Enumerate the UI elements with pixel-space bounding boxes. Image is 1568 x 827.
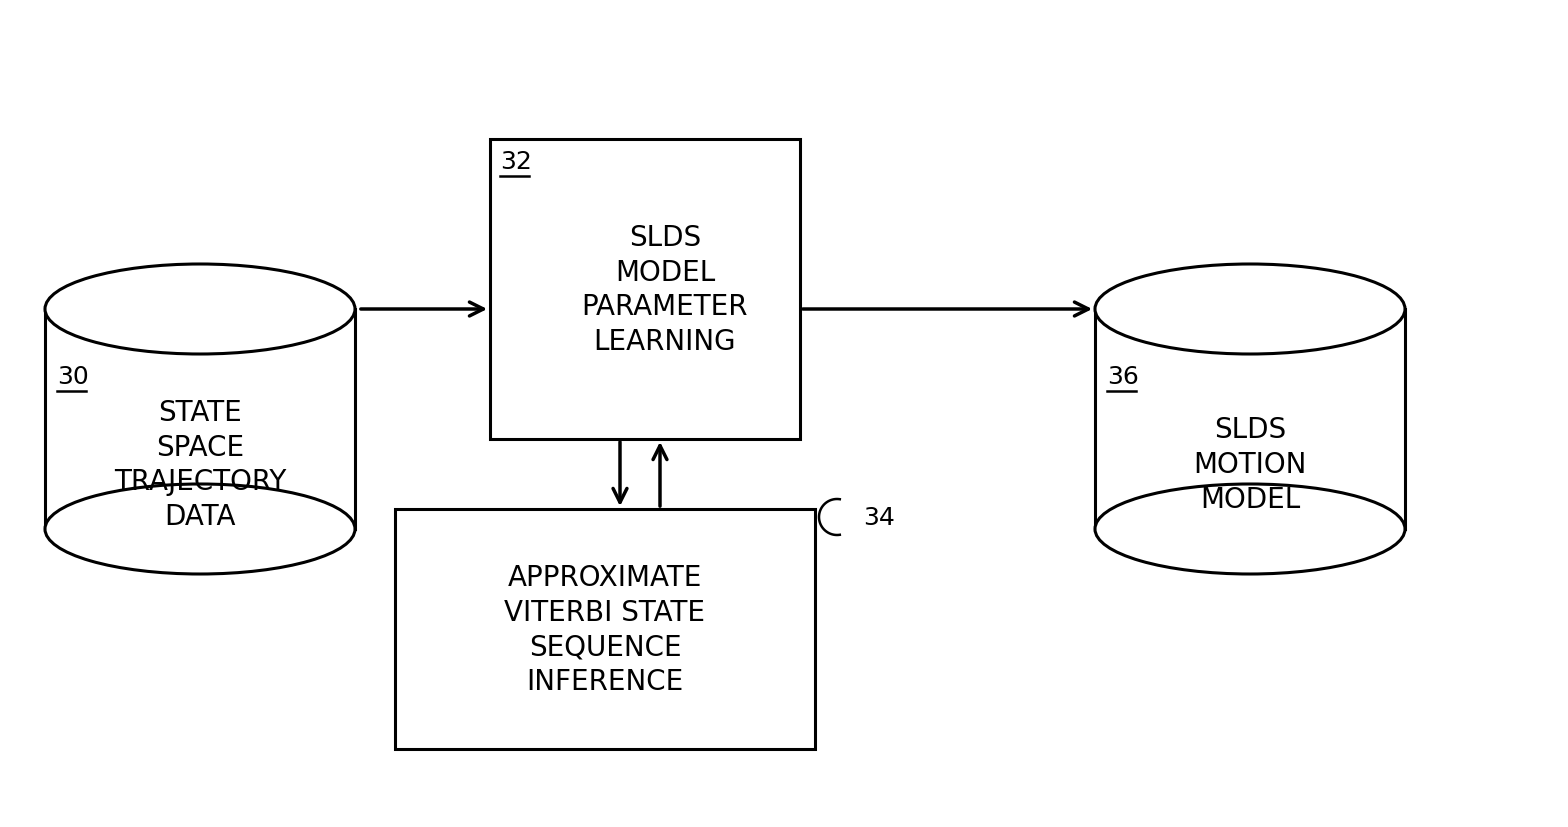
Text: 36: 36 <box>1107 365 1138 389</box>
Text: 34: 34 <box>862 505 895 529</box>
Text: 30: 30 <box>56 365 89 389</box>
Text: STATE
SPACE
TRAJECTORY
DATA: STATE SPACE TRAJECTORY DATA <box>114 399 287 530</box>
Ellipse shape <box>45 265 354 355</box>
Text: SLDS
MOTION
MODEL: SLDS MOTION MODEL <box>1193 416 1306 513</box>
Polygon shape <box>45 309 354 529</box>
Ellipse shape <box>1094 485 1405 574</box>
FancyBboxPatch shape <box>395 509 815 749</box>
Ellipse shape <box>1094 265 1405 355</box>
Polygon shape <box>1094 309 1405 529</box>
Text: SLDS
MODEL
PARAMETER
LEARNING: SLDS MODEL PARAMETER LEARNING <box>582 224 748 356</box>
FancyBboxPatch shape <box>489 140 800 439</box>
Ellipse shape <box>45 485 354 574</box>
Text: APPROXIMATE
VITERBI STATE
SEQUENCE
INFERENCE: APPROXIMATE VITERBI STATE SEQUENCE INFER… <box>505 563 706 695</box>
Text: 32: 32 <box>500 150 532 174</box>
